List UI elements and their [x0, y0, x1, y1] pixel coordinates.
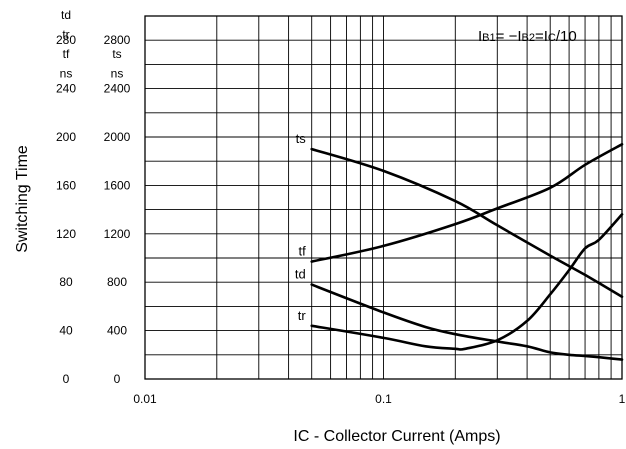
condition-part-3: B2 — [522, 32, 535, 44]
x-tick-label-1: 0.1 — [375, 392, 392, 406]
ts-unit-line-1: ns — [111, 67, 124, 81]
curves — [310, 143, 624, 361]
ts-unit-line-0: ts — [112, 47, 121, 61]
curve-label-tf: tf — [298, 244, 306, 259]
left-unit-line-2: tf — [63, 47, 70, 61]
ts-tick-label-1: 2400 — [104, 82, 131, 96]
condition-part-0: I — [478, 28, 482, 45]
condition-part-6: /10 — [556, 28, 577, 45]
ts-tick-label-3: 1600 — [104, 178, 131, 192]
condition-part-1: B1 — [482, 32, 495, 44]
x-tick-label-2: 1 — [619, 392, 626, 406]
curve-label-td: td — [295, 267, 306, 282]
left-unit-line-1: tr — [62, 28, 69, 42]
curve-ts — [310, 147, 624, 298]
ts-tick-label-6: 400 — [107, 324, 127, 338]
left-tick-label-4: 120 — [56, 227, 76, 241]
curve-td — [310, 283, 624, 361]
ts-tick-label-0: 2800 — [104, 33, 131, 47]
curve-tf — [310, 143, 624, 263]
curve-tr — [310, 213, 624, 351]
left-tick-label-7: 0 — [63, 372, 70, 386]
y-axis-label: Switching Time — [14, 145, 31, 253]
left-tick-label-2: 200 — [56, 130, 76, 144]
left-tick-label-1: 240 — [56, 82, 76, 96]
left-tick-label-3: 160 — [56, 178, 76, 192]
ts-tick-label-5: 800 — [107, 275, 127, 289]
condition-part-5: C — [548, 32, 556, 44]
grid — [144, 15, 623, 380]
ts-tick-label-2: 2000 — [104, 130, 131, 144]
curve-label-ts: ts — [296, 131, 307, 146]
left-tick-label-0: 280 — [56, 33, 76, 47]
left-tick-label-6: 40 — [59, 324, 73, 338]
curve-label-tr: tr — [298, 308, 307, 323]
ts-tick-label-4: 1200 — [104, 227, 131, 241]
left-unit-line-3: ns — [60, 67, 73, 81]
left-tick-label-5: 80 — [59, 275, 73, 289]
labels: 2802402001601208040028002400200016001200… — [14, 8, 626, 445]
condition-part-2: = −I — [496, 28, 522, 45]
ts-tick-label-7: 0 — [114, 372, 121, 386]
x-tick-label-0: 0.01 — [133, 392, 157, 406]
condition-part-4: =I — [535, 28, 548, 45]
x-axis-label: IC - Collector Current (Amps) — [293, 428, 500, 445]
left-unit-line-0: td — [61, 8, 71, 22]
condition-annotation: IB1= −IB2=IC/10 — [478, 28, 577, 45]
